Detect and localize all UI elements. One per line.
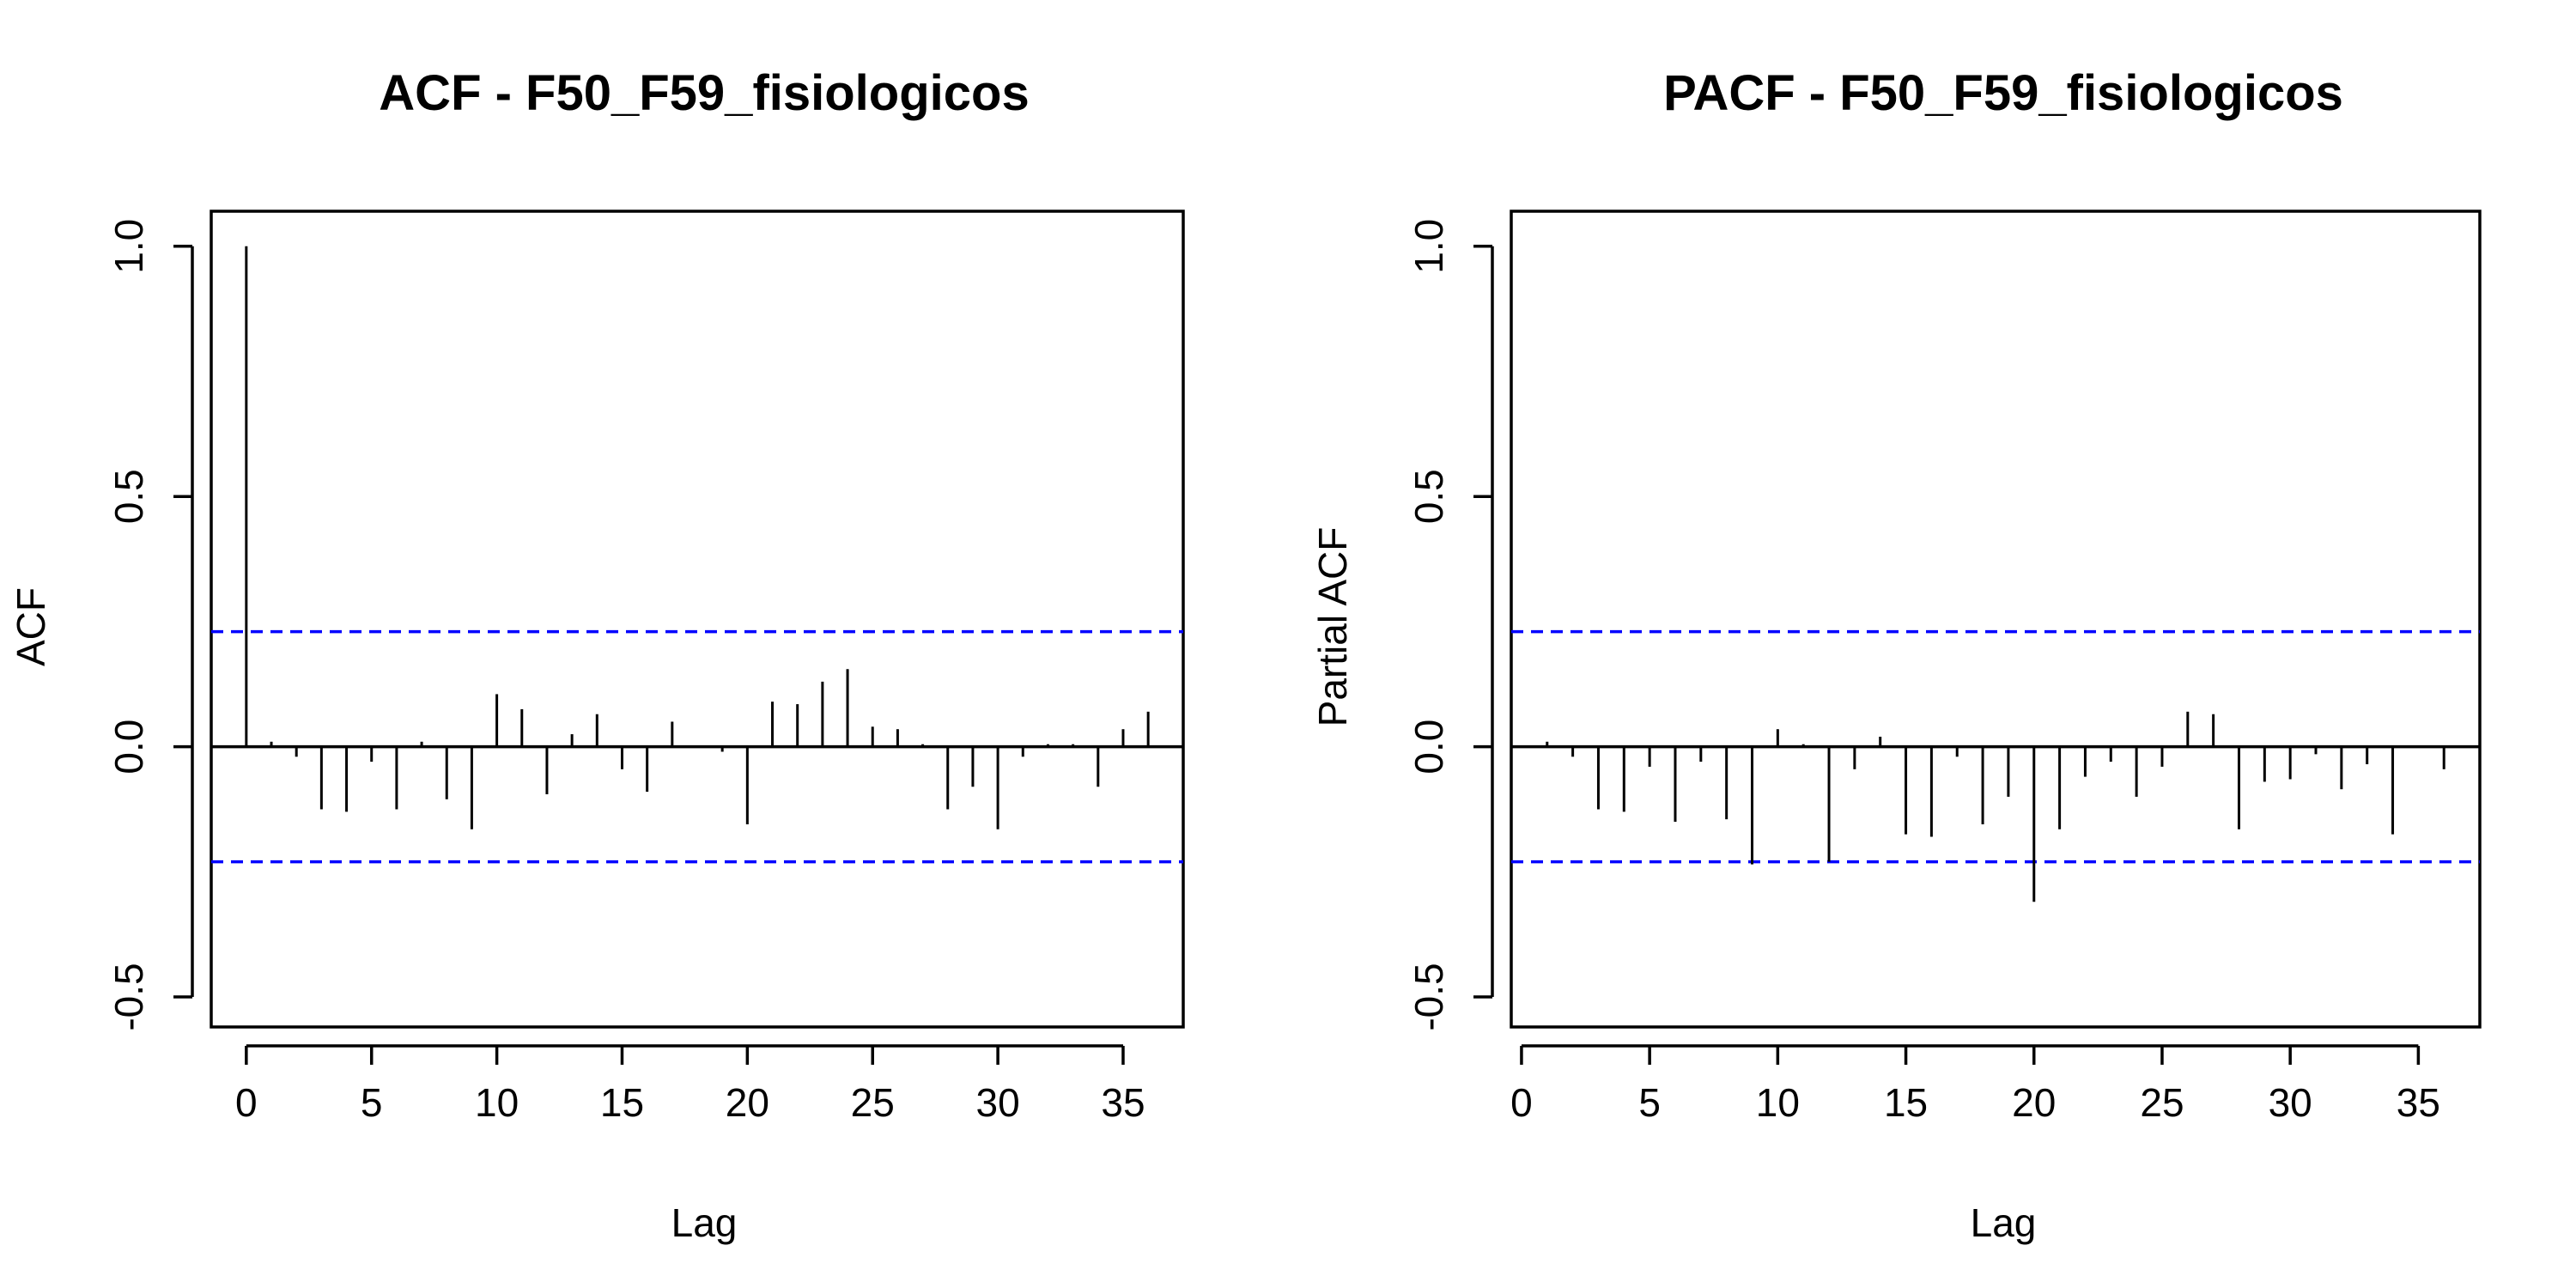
acf-y-tick-label: 1.0 bbox=[106, 219, 151, 274]
pacf-x-tick-label: 25 bbox=[2140, 1080, 2184, 1125]
pacf-x-tick-label: 35 bbox=[2397, 1080, 2440, 1125]
pacf-chart-title: PACF - F50_F59_fisiologicos bbox=[1663, 65, 2343, 121]
acf-x-tick-label: 15 bbox=[600, 1080, 644, 1125]
acf-chart-title: ACF - F50_F59_fisiologicos bbox=[379, 65, 1029, 121]
pacf-x-tick-label: 30 bbox=[2269, 1080, 2312, 1125]
acf-x-tick-label: 10 bbox=[475, 1080, 519, 1125]
pacf-x-tick-label: 20 bbox=[2012, 1080, 2056, 1125]
pacf-y-tick-label: -0.5 bbox=[1406, 963, 1451, 1030]
acf-x-tick-label: 20 bbox=[726, 1080, 769, 1125]
pacf-marks: 0 5 10 15 20 25 30 35 -0.5 0.0 0.5 1.0 bbox=[1406, 210, 2482, 1125]
acf-y-tick-label: -0.5 bbox=[106, 963, 151, 1030]
pacf-x-tick-label: 15 bbox=[1884, 1080, 1928, 1125]
pacf-panel: PACF - F50_F59_fisiologicos Lag Partial … bbox=[1310, 65, 2482, 1245]
acf-x-tick-label: 35 bbox=[1101, 1080, 1145, 1125]
acf-x-tick-label: 5 bbox=[361, 1080, 383, 1125]
pacf-x-tick-label: 5 bbox=[1638, 1080, 1661, 1125]
acf-marks: 0 5 10 15 20 25 30 35 -0.5 0.0 0.5 1.0 bbox=[106, 210, 1185, 1125]
pacf-y-tick-label: 1.0 bbox=[1406, 219, 1451, 274]
acf-plot-frame bbox=[210, 210, 1185, 1029]
pacf-x-axis-label: Lag bbox=[1971, 1200, 2037, 1245]
acf-x-tick-label: 0 bbox=[235, 1080, 258, 1125]
pacf-y-axis-label: Partial ACF bbox=[1310, 527, 1355, 727]
acf-x-tick-label: 30 bbox=[976, 1080, 1020, 1125]
acf-y-tick-label: 0.5 bbox=[106, 469, 151, 524]
acf-x-tick-label: 25 bbox=[851, 1080, 895, 1125]
pacf-plot-frame bbox=[1510, 210, 2482, 1029]
pacf-x-tick-label: 0 bbox=[1510, 1080, 1533, 1125]
pacf-y-tick-label: 0.0 bbox=[1406, 720, 1451, 775]
pacf-x-tick-label: 10 bbox=[1756, 1080, 1800, 1125]
acf-y-axis-label: ACF bbox=[9, 587, 53, 666]
acf-y-tick-label: 0.0 bbox=[106, 720, 151, 775]
acf-x-axis-label: Lag bbox=[671, 1200, 738, 1245]
pacf-y-tick-label: 0.5 bbox=[1406, 469, 1451, 524]
acf-panel: ACF - F50_F59_fisiologicos Lag ACF 0 5 10 1… bbox=[9, 65, 1185, 1245]
